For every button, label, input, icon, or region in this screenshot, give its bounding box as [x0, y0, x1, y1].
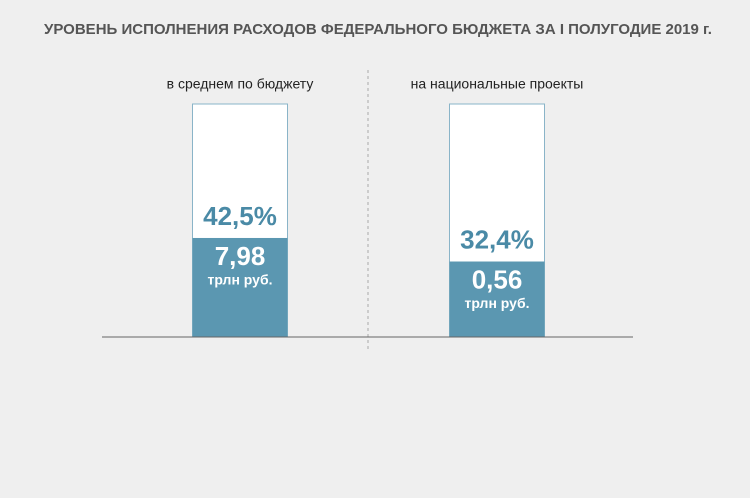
bar: [449, 261, 545, 337]
chart-title: УРОВЕНЬ ИСПОЛНЕНИЯ РАСХОДОВ ФЕДЕРАЛЬНОГО…: [44, 21, 712, 38]
amount-label: 0,56: [472, 264, 523, 294]
value-label: 42,5%: [203, 201, 277, 231]
bar: [192, 237, 288, 337]
value-label: 32,4%: [460, 224, 534, 254]
amount-label: 7,98: [215, 241, 266, 271]
amount-unit: трлн руб.: [208, 272, 273, 288]
category-label: на национальные проекты: [411, 76, 584, 92]
amount-unit: трлн руб.: [465, 295, 530, 311]
category-label: в среднем по бюджету: [167, 76, 314, 92]
